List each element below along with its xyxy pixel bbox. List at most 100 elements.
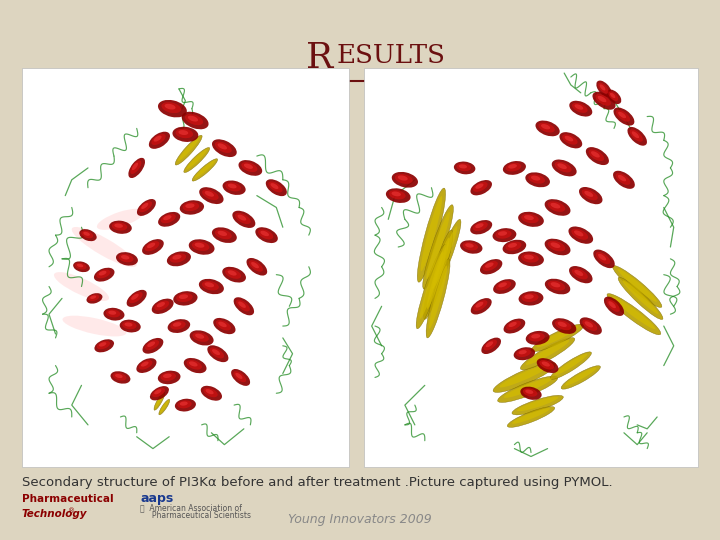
Ellipse shape: [545, 279, 570, 294]
Ellipse shape: [73, 261, 90, 272]
Ellipse shape: [618, 175, 626, 181]
Ellipse shape: [523, 388, 537, 397]
Ellipse shape: [521, 338, 575, 370]
Ellipse shape: [456, 163, 471, 171]
Ellipse shape: [238, 301, 246, 308]
Ellipse shape: [498, 282, 507, 287]
Ellipse shape: [176, 129, 193, 138]
Ellipse shape: [109, 221, 132, 234]
Ellipse shape: [623, 281, 658, 314]
Ellipse shape: [228, 184, 237, 188]
Ellipse shape: [159, 400, 170, 415]
Ellipse shape: [202, 190, 219, 200]
Ellipse shape: [238, 160, 262, 176]
Ellipse shape: [504, 378, 552, 398]
Ellipse shape: [194, 160, 215, 178]
Ellipse shape: [420, 252, 444, 319]
Ellipse shape: [160, 401, 168, 413]
Ellipse shape: [596, 252, 611, 264]
Ellipse shape: [195, 334, 204, 339]
Ellipse shape: [613, 107, 634, 126]
Ellipse shape: [536, 358, 559, 373]
Ellipse shape: [141, 362, 148, 367]
Ellipse shape: [480, 259, 503, 274]
Ellipse shape: [486, 341, 493, 347]
Ellipse shape: [550, 352, 591, 379]
Ellipse shape: [544, 239, 570, 255]
Text: aaps: aaps: [140, 492, 174, 505]
Ellipse shape: [77, 264, 84, 267]
Ellipse shape: [189, 239, 215, 255]
Ellipse shape: [460, 240, 482, 254]
Ellipse shape: [204, 282, 214, 287]
Ellipse shape: [81, 231, 93, 238]
Ellipse shape: [518, 291, 544, 306]
Ellipse shape: [579, 187, 603, 204]
Ellipse shape: [99, 342, 107, 347]
Ellipse shape: [246, 258, 267, 275]
Ellipse shape: [215, 230, 232, 239]
Ellipse shape: [183, 202, 199, 211]
Ellipse shape: [84, 232, 90, 236]
Ellipse shape: [482, 338, 501, 354]
Ellipse shape: [518, 350, 527, 354]
Ellipse shape: [115, 374, 122, 378]
Ellipse shape: [475, 223, 484, 228]
Ellipse shape: [90, 295, 96, 299]
Ellipse shape: [186, 360, 202, 369]
Ellipse shape: [139, 201, 152, 212]
Ellipse shape: [564, 136, 573, 141]
Ellipse shape: [156, 394, 163, 408]
Ellipse shape: [132, 163, 138, 170]
Ellipse shape: [572, 103, 588, 113]
Ellipse shape: [154, 301, 169, 310]
Ellipse shape: [233, 297, 254, 315]
Ellipse shape: [158, 212, 180, 227]
Ellipse shape: [150, 386, 169, 401]
Text: Secondary structure of PI3Kα before and after treatment .Picture captured using : Secondary structure of PI3Kα before and …: [22, 476, 612, 489]
Ellipse shape: [215, 141, 232, 153]
Ellipse shape: [512, 395, 563, 415]
Ellipse shape: [505, 163, 521, 172]
Ellipse shape: [75, 263, 86, 269]
Ellipse shape: [588, 150, 604, 161]
Ellipse shape: [593, 249, 615, 268]
Ellipse shape: [554, 354, 588, 375]
Ellipse shape: [536, 120, 559, 136]
Ellipse shape: [561, 366, 600, 389]
Ellipse shape: [495, 230, 512, 239]
Ellipse shape: [627, 127, 647, 146]
Ellipse shape: [139, 360, 153, 369]
Ellipse shape: [106, 309, 120, 318]
Ellipse shape: [505, 241, 521, 251]
Ellipse shape: [258, 230, 274, 239]
Ellipse shape: [231, 369, 250, 386]
Ellipse shape: [475, 184, 484, 189]
Ellipse shape: [127, 290, 147, 307]
Ellipse shape: [496, 281, 511, 291]
Ellipse shape: [575, 270, 583, 276]
Ellipse shape: [473, 300, 487, 311]
Ellipse shape: [582, 189, 598, 200]
Ellipse shape: [116, 252, 138, 266]
Ellipse shape: [210, 347, 224, 359]
Ellipse shape: [217, 143, 227, 150]
Ellipse shape: [548, 281, 565, 291]
Ellipse shape: [178, 138, 199, 161]
Ellipse shape: [610, 93, 616, 98]
Ellipse shape: [470, 220, 492, 234]
Ellipse shape: [531, 176, 540, 180]
Ellipse shape: [145, 340, 159, 350]
Ellipse shape: [136, 358, 156, 373]
Ellipse shape: [630, 130, 643, 141]
Ellipse shape: [153, 136, 161, 141]
Ellipse shape: [395, 174, 413, 184]
Ellipse shape: [389, 190, 405, 199]
Ellipse shape: [89, 294, 99, 301]
Ellipse shape: [427, 238, 449, 309]
Ellipse shape: [539, 123, 555, 132]
Ellipse shape: [570, 101, 593, 117]
Ellipse shape: [506, 321, 521, 330]
Ellipse shape: [423, 205, 454, 289]
Ellipse shape: [158, 370, 181, 384]
